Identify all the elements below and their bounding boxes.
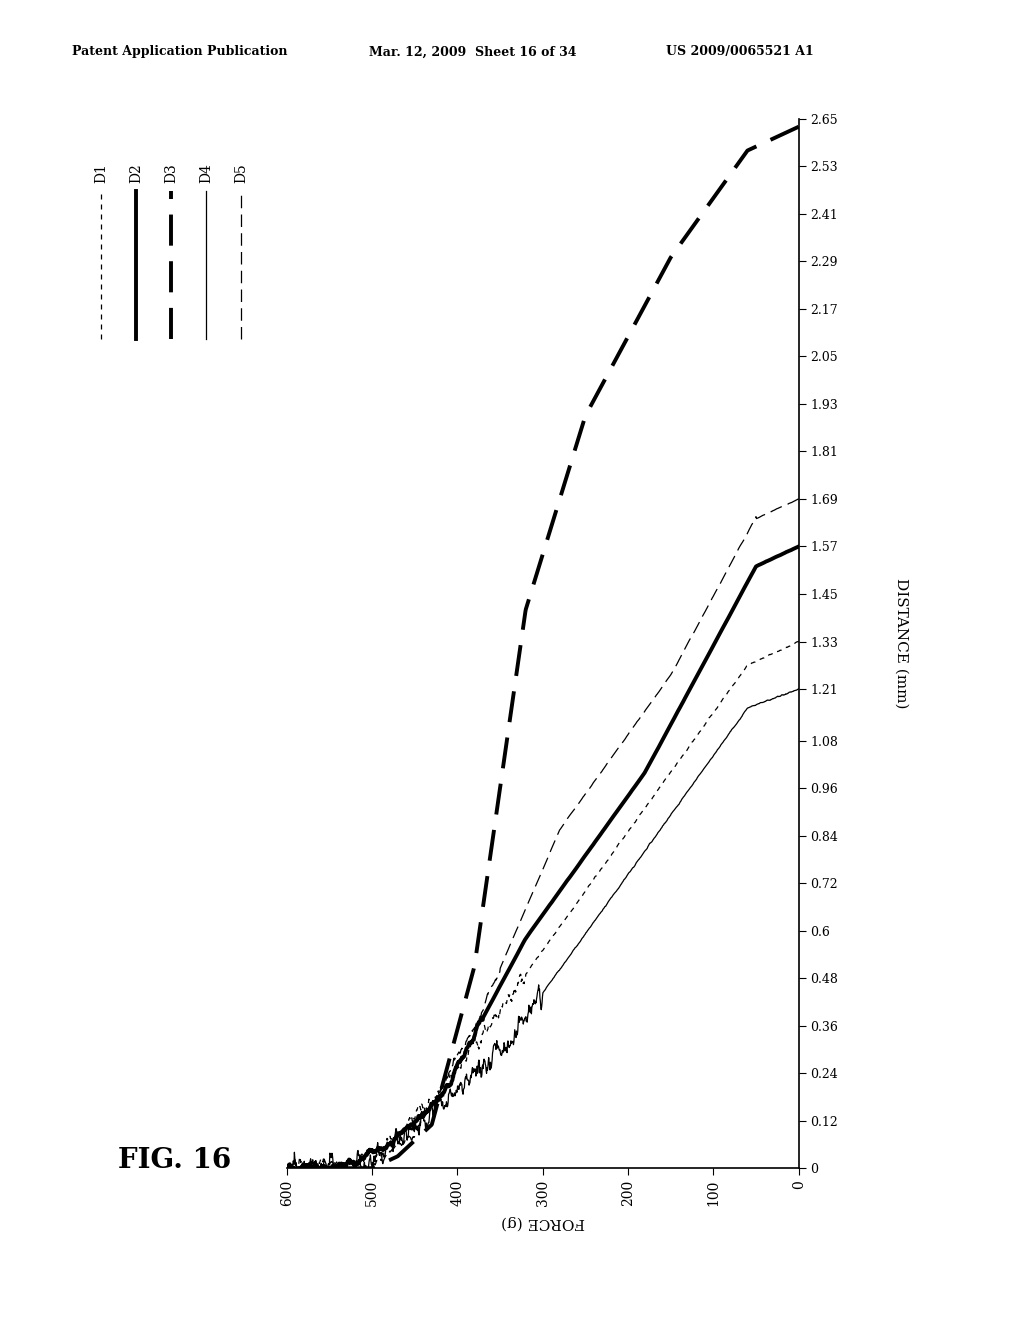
X-axis label: FORCE (g): FORCE (g) (501, 1214, 585, 1229)
Text: FIG. 16: FIG. 16 (118, 1147, 231, 1175)
Text: Mar. 12, 2009  Sheet 16 of 34: Mar. 12, 2009 Sheet 16 of 34 (369, 45, 577, 58)
Text: D4: D4 (200, 162, 213, 182)
Text: D5: D5 (234, 162, 249, 182)
Y-axis label: DISTANCE (mm): DISTANCE (mm) (894, 578, 908, 709)
Text: D2: D2 (129, 162, 143, 182)
Text: US 2009/0065521 A1: US 2009/0065521 A1 (666, 45, 813, 58)
Text: D1: D1 (94, 162, 109, 182)
Text: Patent Application Publication: Patent Application Publication (72, 45, 287, 58)
Text: D3: D3 (165, 162, 178, 182)
